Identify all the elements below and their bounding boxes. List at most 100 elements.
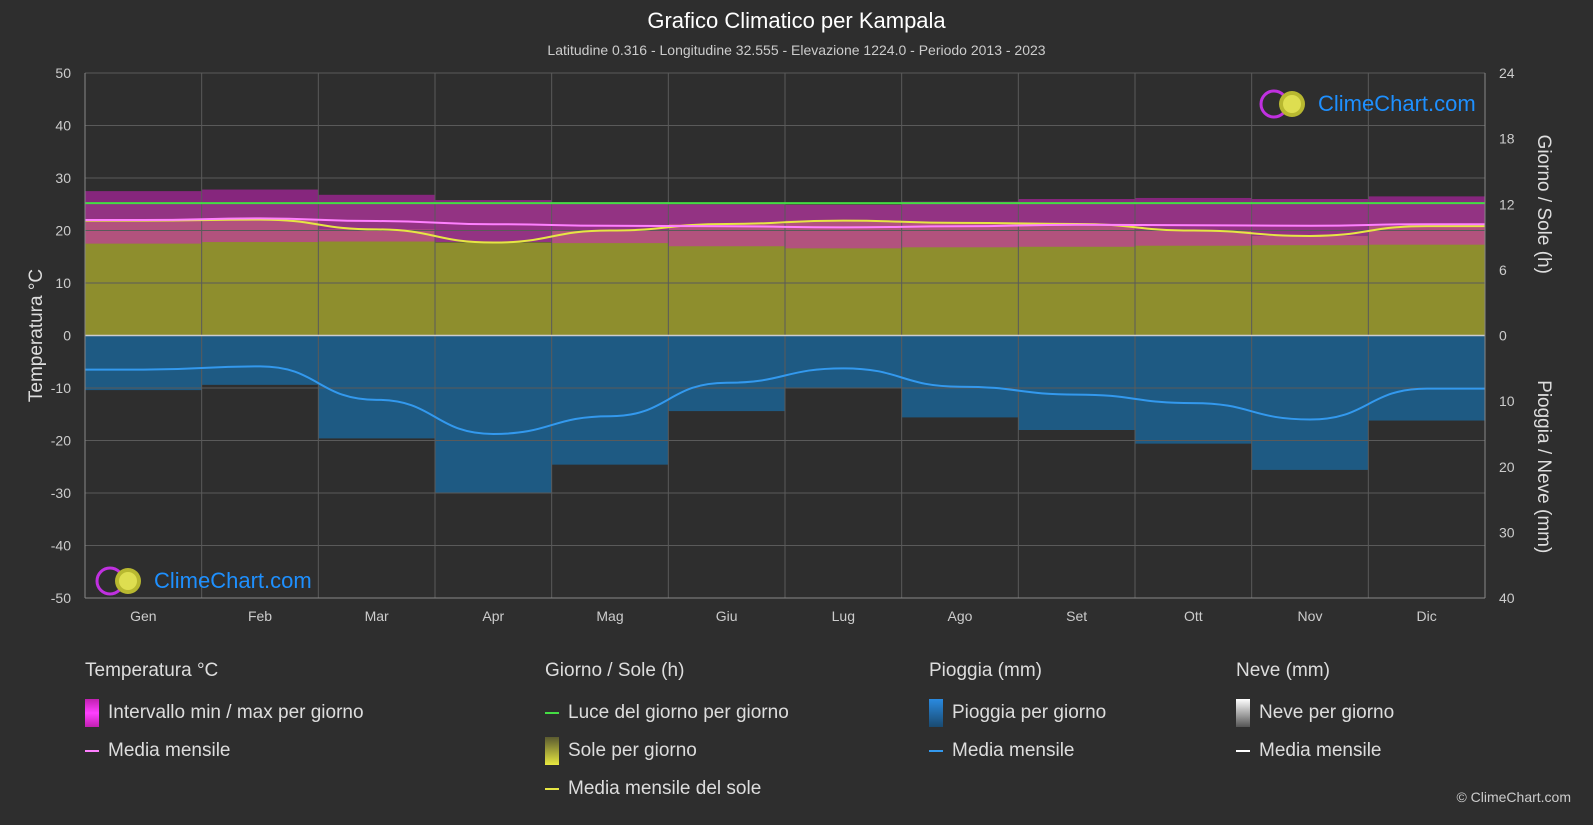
rain-band [201, 335, 319, 385]
left-tick-label: 50 [55, 65, 71, 81]
right-bottom-tick-label: 40 [1499, 590, 1515, 606]
right-bottom-tick-label: 20 [1499, 459, 1515, 475]
sunshine-band [1251, 235, 1369, 336]
legend-rain-mean: Media mensile [929, 732, 1106, 770]
rain-band [318, 335, 435, 439]
legend-rain: Pioggia (mm) Pioggia per giorno Media me… [929, 660, 1106, 770]
legend-snow-mean: Media mensile [1236, 732, 1394, 770]
legend-rain-day-label: Pioggia per giorno [952, 702, 1107, 723]
right-bottom-tick-label: 30 [1499, 524, 1515, 540]
legend-sun-day-label: Sole per giorno [568, 740, 697, 761]
copyright: © ClimeChart.com [1456, 789, 1571, 805]
line-swatch-icon [545, 788, 559, 790]
sunshine-band [318, 229, 435, 336]
left-tick-label: -40 [51, 538, 71, 554]
x-tick-label: Nov [1298, 608, 1323, 624]
legend-temp-mean: Media mensile [85, 732, 364, 770]
line-swatch-icon [85, 750, 99, 752]
line-swatch-icon [545, 712, 559, 714]
line-swatch-icon [929, 750, 943, 752]
range-swatch-icon [85, 699, 99, 727]
legend-temp-title: Temperatura °C [85, 660, 219, 681]
temp-range-band [901, 201, 1019, 248]
chart-title: Grafico Climatico per Kampala [647, 8, 946, 33]
left-tick-label: -50 [51, 590, 71, 606]
legend-temp-mean-label: Media mensile [108, 740, 231, 761]
legend-snow-title: Neve (mm) [1236, 660, 1330, 681]
legend-rain-mean-label: Media mensile [952, 740, 1075, 761]
brand-text: ClimeChart.com [1318, 91, 1476, 116]
left-tick-label: 20 [55, 223, 71, 239]
temp-range-band [201, 189, 319, 243]
sun-swatch-icon [545, 737, 559, 765]
rain-band [551, 335, 669, 465]
left-tick-label: 0 [63, 328, 71, 344]
rain-band [1018, 335, 1135, 430]
x-tick-label: Lug [832, 608, 855, 624]
legend-sun-day: Sole per giorno [545, 732, 789, 770]
brand-logo-bottom: ClimeChart.com [94, 565, 312, 597]
rain-band [85, 335, 202, 391]
legend-snow-day-label: Neve per giorno [1259, 702, 1395, 723]
x-tick-label: Giu [716, 608, 738, 624]
left-tick-label: 30 [55, 170, 71, 186]
right-top-tick-label: 12 [1499, 196, 1515, 212]
legend-daylight: Luce del giorno per giorno [545, 694, 789, 732]
x-tick-label: Dic [1417, 608, 1437, 624]
legend-sun-mean: Media mensile del sole [545, 770, 789, 808]
sunshine-band [435, 242, 552, 336]
right-top-tick-label: 24 [1499, 65, 1515, 81]
right-top-axis-title: Giorno / Sole (h) [1533, 135, 1554, 274]
right-top-tick-label: 18 [1499, 131, 1515, 147]
x-tick-label: Feb [248, 608, 272, 624]
temp-range-band [1135, 197, 1252, 246]
rain-band [435, 335, 552, 493]
legend-temp-range-label: Intervallo min / max per giorno [108, 702, 364, 723]
rain-band [901, 335, 1019, 418]
x-tick-label: Ott [1184, 608, 1203, 624]
temp-range-band [1251, 199, 1369, 246]
left-tick-label: 40 [55, 118, 71, 134]
left-axis-title: Temperatura °C [26, 269, 47, 402]
right-top-tick-label: 0 [1499, 328, 1507, 344]
logo-icon [1259, 89, 1305, 119]
temp-range-band [318, 194, 435, 242]
line-swatch-icon [1236, 750, 1250, 752]
legend-sun-mean-label: Media mensile del sole [568, 778, 762, 799]
rain-band [1135, 335, 1252, 444]
snow-swatch-icon [1236, 699, 1250, 727]
legend-snow: Neve (mm) Neve per giorno Media mensile [1236, 660, 1394, 770]
brand-logo-top: ClimeChart.com [1258, 88, 1476, 120]
legend-sun: Giorno / Sole (h) Luce del giorno per gi… [545, 660, 789, 808]
x-tick-label: Mar [365, 608, 389, 624]
sunshine-mean-line [85, 218, 1485, 244]
right-bottom-axis-title: Pioggia / Neve (mm) [1533, 380, 1554, 553]
legend-rain-day: Pioggia per giorno [929, 694, 1106, 732]
x-tick-label: Ago [948, 608, 973, 624]
legend-daylight-label: Luce del giorno per giorno [568, 702, 789, 723]
legend-temp-range: Intervallo min / max per giorno [85, 694, 364, 732]
left-tick-label: -30 [51, 485, 71, 501]
temp-range-band [1368, 196, 1485, 245]
left-tick-label: 10 [55, 275, 71, 291]
rain-band [785, 335, 902, 388]
temp-range-band [551, 202, 669, 244]
rain-band [1251, 335, 1369, 470]
temp-range-band [435, 200, 552, 243]
rain-swatch-icon [929, 699, 943, 727]
logo-icon [95, 566, 141, 596]
x-tick-label: Apr [482, 608, 504, 624]
legend-rain-title: Pioggia (mm) [929, 660, 1042, 681]
right-bottom-tick-label: 10 [1499, 393, 1515, 409]
x-tick-label: Set [1066, 608, 1087, 624]
temp-mean-line [85, 217, 1485, 229]
legend-snow-mean-label: Media mensile [1259, 740, 1382, 761]
left-tick-label: -20 [51, 433, 71, 449]
right-top-tick-label: 6 [1499, 262, 1507, 278]
temp-range-band [85, 191, 202, 244]
left-tick-label: -10 [51, 380, 71, 396]
rain-band [668, 335, 785, 412]
legend-snow-day: Neve per giorno [1236, 694, 1394, 732]
legend-sun-title: Giorno / Sole (h) [545, 660, 685, 681]
